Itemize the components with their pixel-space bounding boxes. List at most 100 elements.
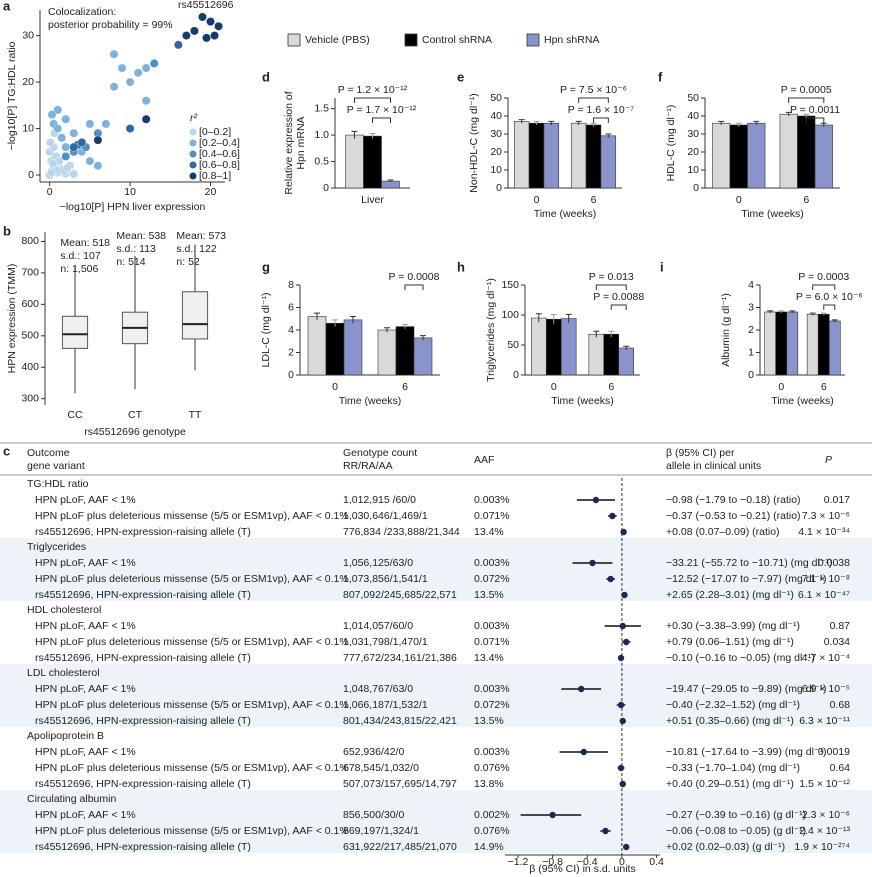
y-tick-label: 50 [490,92,502,104]
x-tick-label: CC [67,409,83,421]
legend-marker [189,128,197,136]
error-bar [593,330,600,338]
bar [603,333,620,376]
genotype-count: 652,936/42/0 [343,746,404,758]
legend-label: [0.8–1] [199,170,231,182]
y-tick-label: 8 [288,279,294,291]
genotype-count: 807,092/245,685/22,571 [343,589,457,601]
error-bar [575,120,582,125]
group-shade [0,790,872,853]
clinical-effect: +0.79 (0.06–1.51) (mg dl⁻¹) [666,636,794,648]
p-value: P = 0.0003 [798,271,849,283]
variant: HPN pLoF plus deleterious missense (5/5 … [35,825,349,837]
y-axis-label: Relative expression of [283,91,295,194]
point [117,63,127,73]
y-tick-label: 3 [748,301,754,313]
x-tick-label: 0 [736,194,742,206]
p-value: 6.3 × 10⁻¹¹ [799,715,850,727]
panel-label: d [262,69,270,84]
annotation: s.d.: 113 [116,243,156,255]
legend-label: [0–0.2] [199,126,231,138]
column-header: β (95% CI) per [666,447,735,459]
p-value: 0.68 [830,699,851,711]
x-axis-label: −log10[P] HPN liver expression [60,201,206,213]
y-tick-label: 300 [21,392,39,404]
error-bar [831,319,838,323]
outcome-name: Circulating albumin [27,793,116,805]
y-axis-label: Triglycerides (mg dl⁻¹) [485,278,497,382]
p-value: 6.1 × 10⁻⁴⁷ [798,589,850,601]
aaf: 13.5% [474,589,504,601]
error-bar [778,310,785,314]
y-tick-label: 0 [28,169,34,181]
point [141,63,151,73]
genotype-count: 678,545/1,032/0 [343,762,419,774]
error-bar [350,316,356,324]
error-bar [369,132,376,139]
clinical-effect: −0.98 (−1.79 to −0.18) (ratio) [666,494,801,506]
effect-point [623,843,630,851]
genotype-count: 777,672/234,161/21,386 [343,652,457,664]
annotation: Mean: 518 [60,237,110,249]
y-tick-label: 40 [490,110,502,122]
legend-label: [0.6–0.8] [199,159,240,171]
point [149,59,159,68]
error-bar [820,312,827,316]
variant: HPN pLoF, AAF < 1% [35,494,136,506]
aaf: 0.003% [474,494,510,506]
bar [588,333,605,376]
error-bar [785,111,792,116]
genotype-count: 801,434/243,815/22,421 [343,715,457,727]
bar [775,311,788,376]
bar [307,316,327,376]
error-bar [387,179,394,183]
bar [806,313,819,376]
aaf: 0.003% [474,620,510,632]
legend-swatch [526,33,540,47]
error-bar [605,133,612,138]
panel-label: g [262,259,270,274]
p-value: P = 0.0005 [781,84,832,96]
outcome-name: TG:HDL ratio [27,478,89,490]
y-tick-label: 10 [22,122,34,134]
effect-point [619,780,626,788]
y-tick-label: 2 [748,324,754,336]
variant: HPN pLoF plus deleterious missense (5/5 … [35,573,349,585]
panel-label: i [660,259,664,274]
error-bar [351,130,358,139]
p-value: P = 0.0011 [790,104,840,116]
clinical-effect: +2.65 (2.28–3.01) (mg dl⁻¹) [666,589,794,601]
annotation: Colocalization: [48,6,116,18]
y-axis-label: Hpn mRNA [295,116,307,169]
y-axis-label: Non-HDL-C (mg dl⁻¹) [468,93,480,192]
annotation: Mean: 573 [176,230,226,242]
error-bar [384,327,390,333]
y-tick-label: 20 [687,146,699,158]
point [93,161,103,171]
outcome-name: HDL cholesterol [27,604,101,616]
bar [531,317,547,376]
variant: HPN pLoF, AAF < 1% [35,746,136,758]
aaf: 0.071% [474,636,510,648]
y-tick-label: 10 [687,164,699,176]
significance-bracket [823,304,836,310]
bar [764,311,777,376]
panel-label: h [457,259,465,274]
bar [600,135,617,189]
error-bar [533,120,540,125]
column-header: AAF [474,454,494,466]
p-value: 6.9 × 10⁻⁵ [802,683,850,695]
x-tick-label: −0.8 [542,856,563,868]
point [109,49,119,59]
y-tick-label: 2 [288,346,294,358]
legend-label: Vehicle (PBS) [305,34,370,46]
error-bar [548,120,555,125]
panel-label: b [3,223,11,238]
y-tick-label: 800 [21,235,39,247]
column-header: allele in clinical units [666,460,761,472]
box [61,315,89,349]
legend-label: [0.4–0.6] [199,148,240,160]
genotype-count: 869,197/1,324/1 [343,825,419,837]
genotype-count: 1,031,798/1,470/1 [343,636,428,648]
p-value: P = 7.5 × 10⁻⁶ [560,84,627,96]
